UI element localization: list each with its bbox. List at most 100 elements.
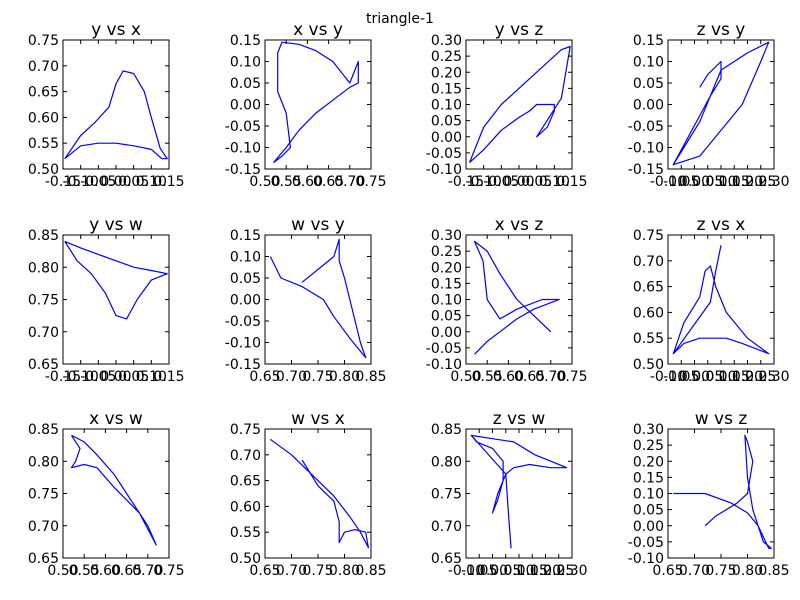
y-tick-label: 0.10 bbox=[431, 98, 462, 114]
x-tick-label: 0.00 bbox=[503, 174, 534, 190]
series-line bbox=[468, 45, 571, 164]
panel-x-vs-y: x vs y 0.500.550.600.650.700.75 -0.15 -0.10… bbox=[225, 20, 387, 190]
x-tick-label: 0.55 bbox=[69, 563, 100, 579]
y-tick-label: 0.15 bbox=[431, 276, 462, 292]
panel-title: x vs z bbox=[495, 215, 544, 235]
y-tick-label: -0.05 bbox=[225, 119, 261, 135]
axes-frame bbox=[264, 234, 372, 365]
x-tick-label: 0.05 bbox=[118, 369, 149, 385]
x-tick-label: 0.80 bbox=[732, 563, 763, 579]
y-tick-label: 0.30 bbox=[431, 228, 462, 244]
x-tick-label: 0.65 bbox=[249, 563, 280, 579]
x-tick-label: 0.25 bbox=[745, 174, 776, 190]
y-tick-label: 0.05 bbox=[230, 271, 261, 287]
axes-frame bbox=[465, 234, 573, 365]
x-tick-label: 0.60 bbox=[493, 369, 524, 385]
panel-title: z vs x bbox=[697, 215, 746, 235]
y-tick-label: 0.50 bbox=[230, 551, 261, 567]
axes-frame bbox=[465, 39, 573, 170]
x-tick-label: 0.65 bbox=[249, 369, 280, 385]
x-tick-label: 0.15 bbox=[153, 369, 184, 385]
y-tick-label: 0.10 bbox=[230, 250, 261, 266]
y-tick-label: 0.50 bbox=[633, 357, 664, 373]
panel-z-vs-w: z vs w -0.10-0.050.000.050.100.150.200.25… bbox=[431, 409, 588, 579]
panel-title: y vs x bbox=[91, 20, 141, 40]
x-tick-label: 0.10 bbox=[503, 563, 534, 579]
x-tick-label: 0.70 bbox=[535, 369, 566, 385]
y-tick-label: 0.70 bbox=[28, 325, 59, 341]
y-tick-label: 0.70 bbox=[230, 448, 261, 464]
panel-y-vs-z: y vs z-0.15-0.10-0.050.000.050.100.15-0.… bbox=[426, 20, 588, 190]
y-tick-label: 0.75 bbox=[230, 422, 261, 438]
panel-y-vs-w: y vs w -0.15-0.10-0.050.000.050.100.15 0.6… bbox=[28, 215, 185, 385]
y-tick-label: -0.10 bbox=[426, 357, 462, 373]
x-tick-label: 0.55 bbox=[271, 174, 302, 190]
panel-z-vs-y: z vs y-0.10-0.050.000.050.100.150.200.25… bbox=[628, 20, 790, 190]
x-tick-label: 0.75 bbox=[705, 563, 736, 579]
y-tick-label: 0.75 bbox=[28, 487, 59, 503]
y-tick-label: 0.20 bbox=[633, 454, 664, 470]
y-tick-label: 0.65 bbox=[633, 280, 664, 296]
y-tick-label: 0.20 bbox=[431, 65, 462, 81]
panel-title: w vs x bbox=[291, 409, 345, 429]
x-tick-label: 0.50 bbox=[450, 369, 481, 385]
x-tick-label: 0.25 bbox=[543, 563, 574, 579]
y-tick-label: 0.75 bbox=[431, 487, 462, 503]
y-tick-label: 0.30 bbox=[633, 422, 664, 438]
y-tick-label: -0.15 bbox=[225, 357, 261, 373]
y-tick-label: 0.15 bbox=[633, 33, 664, 49]
x-tick-label: -0.05 bbox=[663, 369, 699, 385]
series-line bbox=[269, 438, 369, 549]
y-tick-label: 0.55 bbox=[28, 136, 59, 152]
x-tick-label: -0.15 bbox=[45, 369, 81, 385]
y-tick-label: 0.25 bbox=[633, 438, 664, 454]
x-tick-label: 0.70 bbox=[276, 563, 307, 579]
x-tick-label: 0.60 bbox=[90, 563, 121, 579]
series-line bbox=[673, 434, 772, 549]
series-line bbox=[470, 434, 568, 549]
x-tick-label: 0.50 bbox=[47, 563, 78, 579]
x-tick-label: 0.30 bbox=[556, 563, 587, 579]
y-tick-label: 0.70 bbox=[633, 254, 664, 270]
y-tick-label: 0.65 bbox=[28, 357, 59, 373]
subplot-grid: y vs x-0.15-0.10-0.050.000.050.100.150.5… bbox=[28, 20, 790, 579]
axes-frame bbox=[465, 428, 573, 559]
axes-frame bbox=[667, 234, 775, 365]
x-tick-label: 0.75 bbox=[302, 369, 333, 385]
panel-w-vs-y: w vs y 0.650.700.750.800.85 -0.15 -0.10 -0.0… bbox=[225, 215, 387, 385]
y-tick-label: -0.05 bbox=[426, 146, 462, 162]
y-tick-label: 0.60 bbox=[230, 499, 261, 515]
y-tick-label: -0.10 bbox=[225, 336, 261, 352]
y-tick-label: 0.05 bbox=[431, 114, 462, 130]
x-tick-label: 0.70 bbox=[132, 563, 163, 579]
panel-y-vs-x: y vs x -0.15-0.10-0.050.000.050.100.15 0.5… bbox=[28, 20, 185, 190]
y-tick-label: 0.10 bbox=[230, 55, 261, 71]
y-tick-label: 0.05 bbox=[633, 503, 664, 519]
y-tick-label: 0.85 bbox=[28, 228, 59, 244]
x-tick-label: 0.70 bbox=[334, 174, 365, 190]
axes-frame bbox=[667, 428, 775, 559]
y-tick-label: 0.30 bbox=[431, 33, 462, 49]
y-tick-label: 0.60 bbox=[633, 305, 664, 321]
x-tick-label: 0.75 bbox=[355, 174, 386, 190]
figure-suptitle: triangle-1 bbox=[366, 11, 434, 27]
axes-frame bbox=[667, 39, 775, 170]
x-tick-label: -0.05 bbox=[663, 174, 699, 190]
y-tick-label: 0.65 bbox=[28, 85, 59, 101]
y-tick-label: 0.25 bbox=[431, 244, 462, 260]
x-tick-label: 0.75 bbox=[556, 369, 587, 385]
x-tick-label: 0.75 bbox=[153, 563, 184, 579]
y-tick-label: 0.75 bbox=[28, 293, 59, 309]
x-tick-label: 0.00 bbox=[100, 174, 131, 190]
x-tick-label: 0.85 bbox=[355, 563, 386, 579]
x-tick-label: 0.55 bbox=[472, 369, 503, 385]
y-tick-label: 0.15 bbox=[431, 81, 462, 97]
series-line bbox=[64, 70, 168, 160]
x-tick-label: 0.15 bbox=[153, 174, 184, 190]
x-tick-label: -0.05 bbox=[483, 174, 519, 190]
x-tick-label: -0.10 bbox=[63, 369, 99, 385]
x-tick-label: 0.00 bbox=[679, 369, 710, 385]
x-tick-label: -0.10 bbox=[63, 174, 99, 190]
x-tick-label: 0.25 bbox=[745, 369, 776, 385]
x-tick-label: 0.05 bbox=[521, 174, 552, 190]
